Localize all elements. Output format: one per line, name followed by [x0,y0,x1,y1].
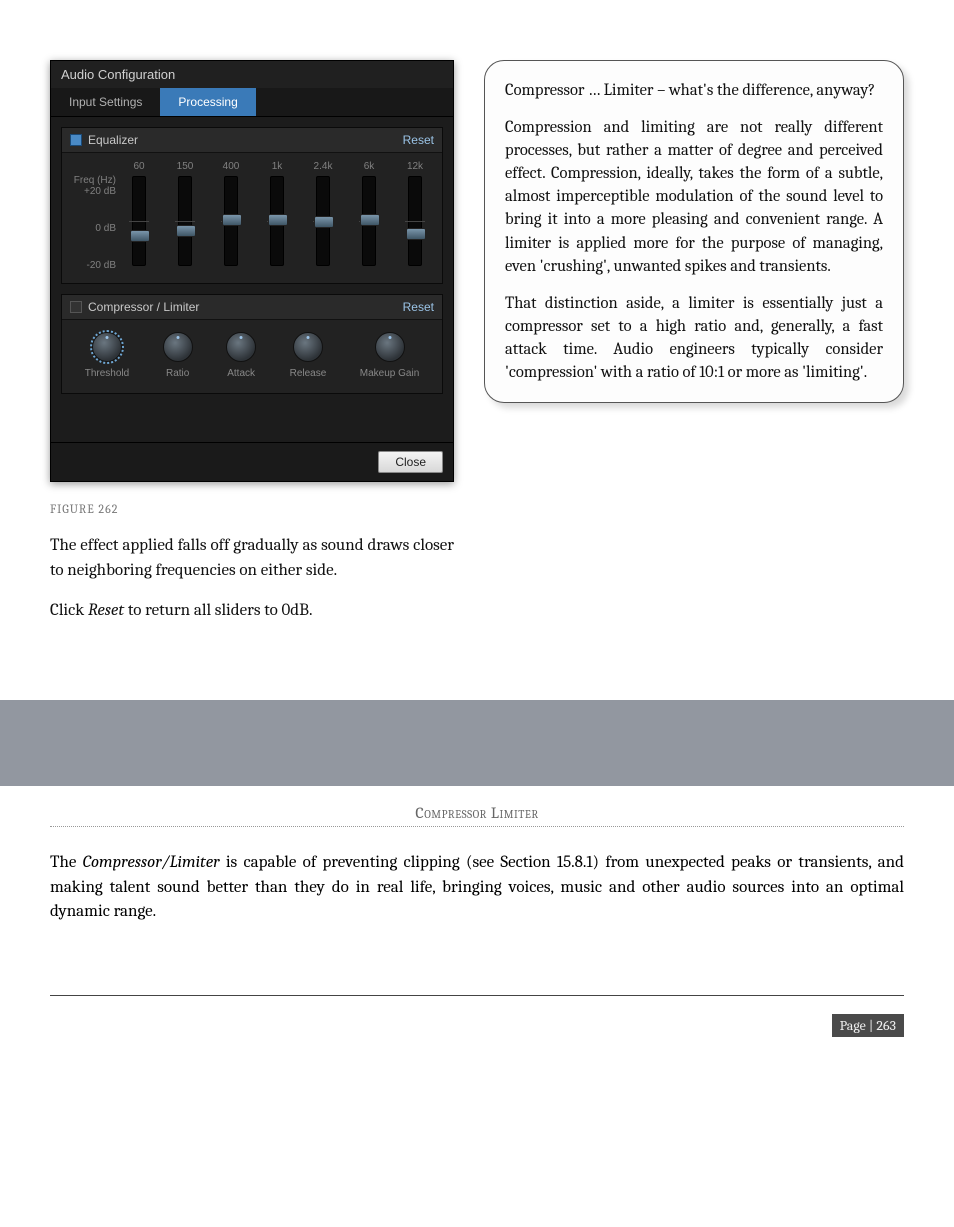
eq-label-freq: Freq (Hz) [74,175,116,186]
eq-freq-label: 1k [272,161,283,172]
compressor-toggle[interactable]: Compressor / Limiter [70,300,199,314]
callout-bubble: Compressor … Limiter – what's the differ… [484,60,904,403]
text-run: to return all sliders to 0dB. [124,601,312,620]
text-run: The [50,853,83,872]
knob-attack[interactable]: Attack [226,332,256,379]
equalizer-section: Equalizer Reset Freq (Hz)+20 dB 0 dB -20… [61,127,443,284]
knob-label: Threshold [85,368,129,379]
eq-slider-track[interactable] [224,176,238,266]
eq-slider-1k[interactable]: 1k [260,161,294,266]
callout-paragraph: That distinction aside, a limiter is ess… [505,292,883,384]
eq-label-minus20: -20 dB [72,260,116,271]
eq-slider-thumb[interactable] [130,230,150,242]
tab-bar: Input Settings Processing [51,88,453,117]
eq-slider-track[interactable] [362,176,376,266]
page-number-badge: Page | 263 [832,1014,904,1037]
eq-slider-12k[interactable]: 12k [398,161,432,266]
eq-slider-track[interactable] [132,176,146,266]
knob-label: Ratio [166,368,189,379]
body-paragraph: The effect applied falls off gradually a… [50,534,454,583]
compressor-label: Compressor / Limiter [88,300,199,314]
body-paragraph: The Compressor/Limiter is capable of pre… [0,851,954,925]
tab-processing[interactable]: Processing [160,88,255,116]
eq-freq-label: 12k [407,161,423,172]
equalizer-label: Equalizer [88,133,138,147]
footer-rule [50,995,904,996]
eq-label-plus20: +20 dB [84,186,116,197]
eq-label-0db: 0 dB [72,223,116,234]
eq-freq-label: 400 [223,161,240,172]
eq-slider-track[interactable] [408,176,422,266]
eq-freq-label: 60 [133,161,144,172]
checkbox-icon [70,134,82,146]
tab-input-settings[interactable]: Input Settings [51,88,160,116]
body-paragraph: Click Reset to return all sliders to 0dB… [50,599,454,624]
knob-makeup-gain[interactable]: Makeup Gain [360,332,419,379]
knob-label: Release [290,368,327,379]
eq-slider-thumb[interactable] [406,228,426,240]
grey-band [0,700,954,786]
knob-dial[interactable] [163,332,193,362]
section-heading: Compressor Limiter [50,804,904,827]
knob-label: Makeup Gain [360,368,419,379]
eq-freq-label: 2.4k [314,161,333,172]
eq-slider-60[interactable]: 60 [122,161,156,266]
panel-title: Audio Configuration [51,61,453,88]
text-run: Click [50,601,88,620]
page-footer: Page | 263 [0,995,954,1077]
callout-paragraph: Compression and limiting are not really … [505,116,883,278]
text-emphasis: Compressor/Limiter [83,853,220,872]
knob-dial[interactable] [293,332,323,362]
eq-slider-thumb[interactable] [222,214,242,226]
knob-ratio[interactable]: Ratio [163,332,193,379]
eq-slider-thumb[interactable] [176,225,196,237]
knob-release[interactable]: Release [290,332,327,379]
knob-dial[interactable] [375,332,405,362]
audio-config-panel: Audio Configuration Input Settings Proce… [50,60,454,482]
knob-dial[interactable] [92,332,122,362]
knob-label: Attack [227,368,255,379]
eq-slider-track[interactable] [270,176,284,266]
eq-y-axis: Freq (Hz)+20 dB 0 dB -20 dB [72,161,116,271]
compressor-reset-link[interactable]: Reset [403,300,434,314]
equalizer-toggle[interactable]: Equalizer [70,133,138,147]
callout-paragraph: Compressor … Limiter – what's the differ… [505,79,883,102]
eq-slider-6k[interactable]: 6k [352,161,386,266]
eq-slider-track[interactable] [178,176,192,266]
knob-dial[interactable] [226,332,256,362]
knob-threshold[interactable]: Threshold [85,332,129,379]
eq-slider-thumb[interactable] [314,216,334,228]
eq-slider-thumb[interactable] [268,214,288,226]
figure-caption: FIGURE 262 [50,502,454,516]
eq-slider-track[interactable] [316,176,330,266]
checkbox-icon [70,301,82,313]
eq-slider-thumb[interactable] [360,214,380,226]
equalizer-reset-link[interactable]: Reset [403,133,434,147]
close-button[interactable]: Close [378,451,443,473]
text-emphasis: Reset [88,601,124,620]
eq-slider-150[interactable]: 150 [168,161,202,266]
compressor-section: Compressor / Limiter Reset Threshold Rati… [61,294,443,394]
eq-freq-label: 6k [364,161,375,172]
eq-slider-2.4k[interactable]: 2.4k [306,161,340,266]
eq-slider-400[interactable]: 400 [214,161,248,266]
eq-freq-label: 150 [177,161,194,172]
